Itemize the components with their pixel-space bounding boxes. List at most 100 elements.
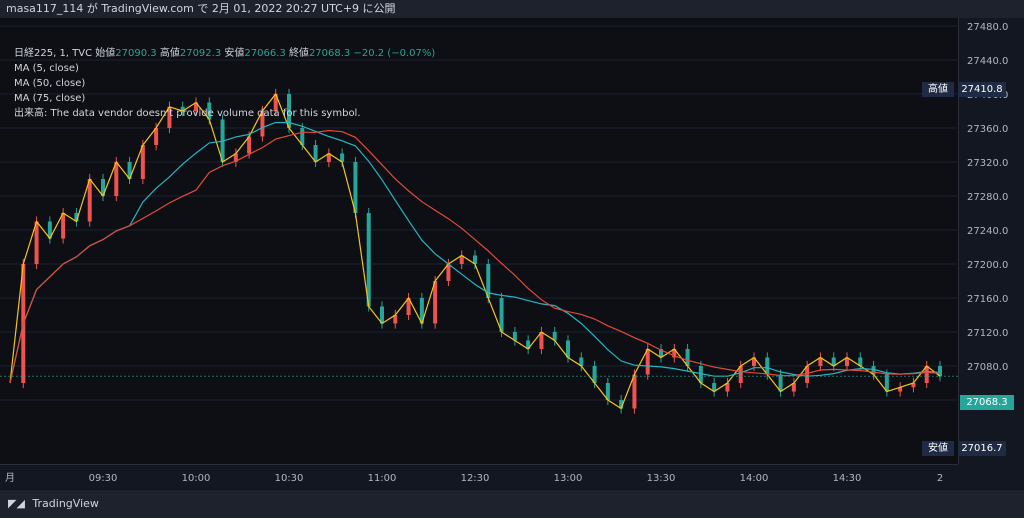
candle-body <box>127 162 132 179</box>
y-tick-label: 27280.0 <box>967 192 1008 203</box>
candle-body <box>340 153 345 162</box>
symbol-label[interactable]: 日経225, 1, TVC <box>14 48 93 59</box>
candle-body <box>140 145 145 179</box>
candle-body <box>791 383 796 392</box>
ma75-legend[interactable]: MA (75, close) <box>14 93 86 104</box>
open-label: 始値 <box>95 48 116 59</box>
close-value: 27068.3 <box>308 48 351 59</box>
candle-body <box>273 94 278 111</box>
candle-body <box>805 366 810 383</box>
candle-body <box>419 298 424 324</box>
low-tag-name: 安値 <box>922 441 954 456</box>
x-tick-label: 10:00 <box>182 473 211 484</box>
x-tick-label: 10:30 <box>275 473 304 484</box>
publish-header: masa117_114 が TradingView.com で 2月 01, 2… <box>0 0 1024 18</box>
high-label: 高値 <box>159 48 180 59</box>
x-tick-label: 月 <box>5 472 15 484</box>
tradingview-logo-icon: ◤◢ <box>8 497 25 510</box>
candle-body <box>884 374 889 392</box>
candle-body <box>393 315 398 324</box>
candle-body <box>566 340 570 358</box>
y-tick-label: 27440.0 <box>967 56 1008 67</box>
ohlc-row: 日経225, 1, TVC 始値27090.3 高値27092.3 安値2706… <box>14 46 435 61</box>
candle-body <box>326 153 331 162</box>
candle-body <box>898 387 903 392</box>
candle-body <box>114 162 119 196</box>
x-tick-label: 14:00 <box>740 473 769 484</box>
chart-legend: 日経225, 1, TVC 始値27090.3 高値27092.3 安値2706… <box>14 46 435 121</box>
close-label: 終値 <box>288 48 309 59</box>
candle-body <box>778 374 783 392</box>
ma75-line <box>9 129 941 384</box>
candle-body <box>845 357 849 366</box>
candle-body <box>752 357 756 366</box>
open-value: 27090.3 <box>115 48 157 59</box>
candle-body <box>698 366 703 383</box>
high-tag: 高値 27410.8 <box>922 82 1008 97</box>
candle-body <box>526 340 531 349</box>
publish-header-text: masa117_114 が TradingView.com で 2月 01, 2… <box>6 2 396 15</box>
candle-body <box>300 128 305 145</box>
x-tick-label: 13:30 <box>647 473 676 484</box>
ma5-line <box>9 92 941 410</box>
candle-body <box>101 179 105 196</box>
x-tick-label: 12:30 <box>461 473 490 484</box>
candle-body <box>911 383 916 388</box>
y-tick-label: 27360.0 <box>967 124 1008 135</box>
ma50-legend[interactable]: MA (50, close) <box>14 78 86 89</box>
ma5-legend[interactable]: MA (5, close) <box>14 63 79 74</box>
candle-body <box>645 349 650 375</box>
low-tag: 安値 27016.7 <box>922 441 1008 456</box>
candle-body <box>313 145 318 162</box>
high-tag-value: 27410.8 <box>958 82 1006 97</box>
candle-body <box>938 366 942 377</box>
candle-body <box>552 332 557 341</box>
candle-body <box>353 162 358 213</box>
price-chart <box>0 25 958 414</box>
candle-body <box>380 306 384 324</box>
low-label: 安値 <box>224 48 245 59</box>
change-value: −20.2 (−0.07%) <box>353 48 436 59</box>
time-axis[interactable]: 月 09:30 10:00 10:30 11:00 12:30 13:00 13:30 14:0… <box>0 464 958 490</box>
candle-body <box>247 136 252 154</box>
candle-body <box>605 383 610 400</box>
footer: ◤◢ TradingView <box>0 490 1024 518</box>
low-value: 27066.3 <box>244 48 286 59</box>
candle-body <box>858 357 863 366</box>
candle-body <box>725 383 730 392</box>
volume-legend[interactable]: 出来高: The data vendor doesn't provide vol… <box>14 108 361 119</box>
candle-body <box>194 102 198 111</box>
x-tick-label: 13:00 <box>554 473 583 484</box>
candle-body <box>924 366 929 383</box>
candle-body <box>406 298 411 315</box>
candle-body <box>47 221 52 239</box>
high-value: 27092.3 <box>179 48 222 59</box>
candle-body <box>87 179 92 222</box>
candle-body <box>61 213 66 239</box>
candle-body <box>539 332 544 349</box>
candle-body <box>74 213 79 222</box>
y-tick-label: 27120.0 <box>967 328 1008 339</box>
candle-body <box>167 106 172 128</box>
candle-body <box>712 383 717 392</box>
ma50-line <box>9 121 941 384</box>
candle-body <box>632 374 637 409</box>
candle-body <box>659 349 663 358</box>
candle-body <box>765 357 770 375</box>
time-axis-labels: 月 09:30 10:00 10:30 11:00 12:30 13:00 13:30 14:0… <box>5 472 943 484</box>
y-tick-label: 27080.0 <box>967 362 1008 373</box>
candle-body <box>433 281 438 324</box>
x-tick-label: 14:30 <box>833 473 862 484</box>
x-tick-label: 2 <box>937 473 943 484</box>
candle-body <box>619 400 624 409</box>
y-tick-label: 27320.0 <box>967 158 1008 169</box>
candle-body <box>180 106 185 111</box>
candle-body <box>592 366 597 383</box>
candle-body <box>287 94 291 128</box>
last-price-value: 27068.3 <box>966 397 1008 408</box>
candle-body <box>871 366 876 375</box>
chart-area[interactable]: 日経225, 1, TVC 始値27090.3 高値27092.3 安値2706… <box>0 18 958 464</box>
candle-body <box>738 366 743 383</box>
candle-body <box>579 357 584 366</box>
footer-brand[interactable]: TradingView <box>32 497 99 510</box>
